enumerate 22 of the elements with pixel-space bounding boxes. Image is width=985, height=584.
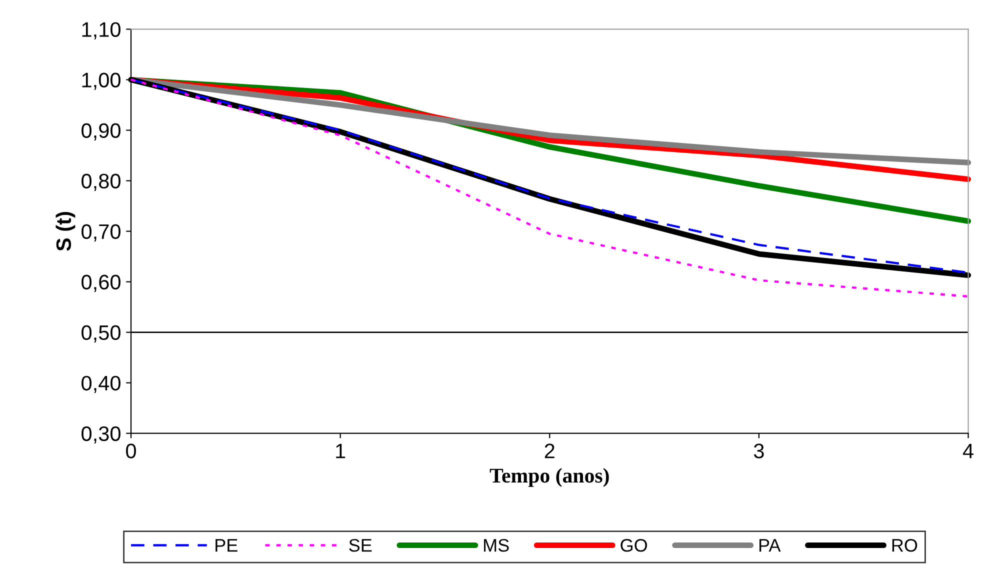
legend-label: MS <box>484 538 509 552</box>
legend-label: RO <box>892 538 918 552</box>
x-axis-title: Tempo (anos) <box>490 468 609 487</box>
x-tick-label: 3 <box>754 444 764 458</box>
x-tick-label: 0 <box>126 444 136 458</box>
legend-label: SE <box>349 538 372 552</box>
y-tick-label: 0,50 <box>82 325 120 343</box>
y-tick-label: 1,00 <box>82 72 120 90</box>
y-axis-title: S (t) <box>56 212 76 251</box>
x-tick-label: 4 <box>962 444 974 458</box>
legend-label: PE <box>216 539 238 552</box>
y-tick-label: 0,40 <box>82 376 120 394</box>
legend-label: GO <box>620 538 647 552</box>
y-tick-label: 0,90 <box>82 123 120 140</box>
legend-label: PA <box>759 539 781 552</box>
y-tick-label: 1,10 <box>82 22 120 40</box>
x-tick-label: 2 <box>544 444 554 458</box>
y-tick-label: 0,30 <box>82 426 120 444</box>
y-tick-label: 0,80 <box>82 174 120 191</box>
y-tick-label: 0,60 <box>82 274 120 292</box>
y-tick-label: 0,70 <box>82 224 120 242</box>
x-tick-label: 1 <box>336 444 346 458</box>
